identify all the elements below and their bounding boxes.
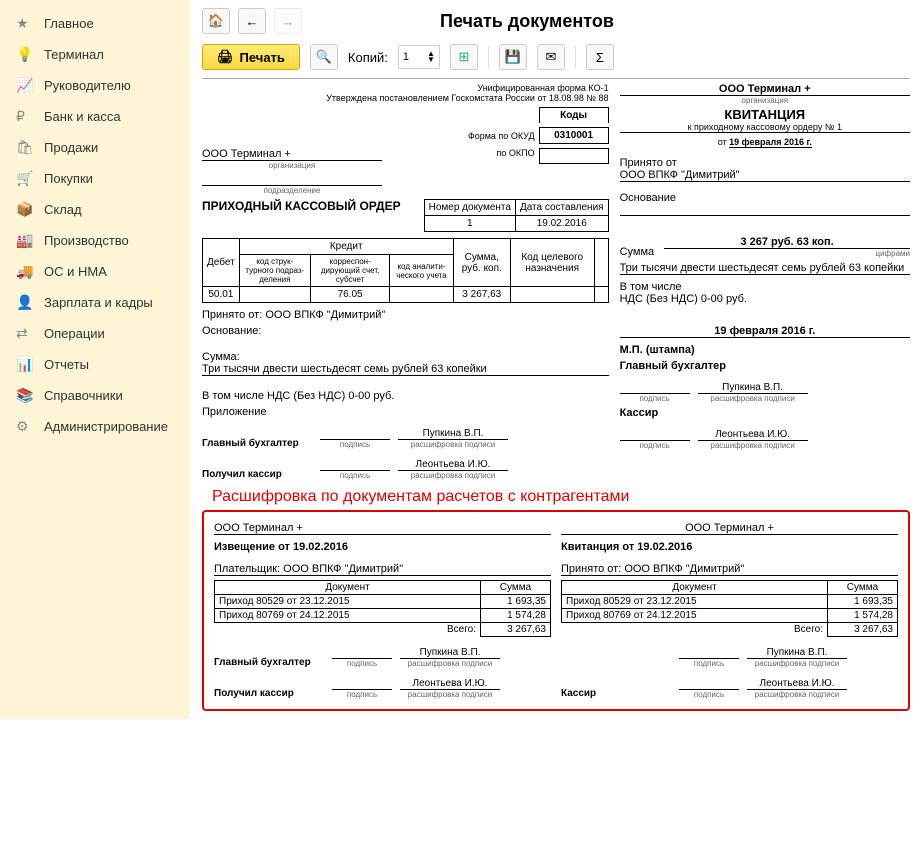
print-button[interactable]: 🖨Печать xyxy=(202,44,300,70)
sidebar-icon: ★ xyxy=(16,15,34,32)
detail-right: ООО Терминал + Квитанция от 19.02.2016 П… xyxy=(561,522,898,699)
sidebar-icon: 🛍 xyxy=(16,139,34,156)
sidebar-label: Зарплата и кадры xyxy=(44,295,153,310)
sidebar-item[interactable]: 🏭 Производство xyxy=(0,225,190,256)
receipt: ООО Терминал + организация КВИТАНЦИЯ к п… xyxy=(613,83,910,480)
preview-button[interactable]: 🔍 xyxy=(310,44,338,70)
sidebar-icon: 📈 xyxy=(16,77,34,94)
sidebar-icon: ⚙ xyxy=(16,418,34,435)
sidebar-icon: 💡 xyxy=(16,46,34,63)
sidebar-item[interactable]: 🛍 Продажи xyxy=(0,132,190,163)
sidebar-label: Склад xyxy=(44,202,82,217)
sum-button[interactable]: Σ xyxy=(586,44,614,70)
sidebar-label: ОС и НМА xyxy=(44,264,107,279)
toolbar-print: 🖨Печать 🔍 Копий: 1▲▼ ⊞ 💾 ✉ Σ xyxy=(202,44,910,70)
sidebar-label: Администрирование xyxy=(44,419,168,434)
sidebar-label: Руководителю xyxy=(44,78,131,93)
sidebar-label: Банк и касса xyxy=(44,109,121,124)
page-title: Печать документов xyxy=(440,11,614,32)
sidebar-item[interactable]: 📦 Склад xyxy=(0,194,190,225)
sidebar-label: Операции xyxy=(44,326,105,341)
sidebar-item[interactable]: 🛒 Покупки xyxy=(0,163,190,194)
sidebar-item[interactable]: 💡 Терминал xyxy=(0,39,190,70)
forward-button[interactable]: → xyxy=(274,8,302,34)
sidebar-label: Справочники xyxy=(44,388,123,403)
copies-label: Копий: xyxy=(348,50,388,65)
back-button[interactable]: ← xyxy=(238,8,266,34)
sidebar-item[interactable]: ★ Главное xyxy=(0,8,190,39)
copies-spinner[interactable]: 1▲▼ xyxy=(398,45,440,69)
sidebar-item[interactable]: ⚙ Администрирование xyxy=(0,411,190,442)
toolbar-nav: 🏠 ← → Печать документов xyxy=(202,8,910,34)
email-button[interactable]: ✉ xyxy=(537,44,565,70)
sidebar-icon: 🚚 xyxy=(16,263,34,280)
sidebar-item[interactable]: 📊 Отчеты xyxy=(0,349,190,380)
sidebar-icon: 🏭 xyxy=(16,232,34,249)
sidebar-item[interactable]: 🚚 ОС и НМА xyxy=(0,256,190,287)
sidebar-item[interactable]: 📈 Руководителю xyxy=(0,70,190,101)
sidebar-icon: ₽ xyxy=(16,108,34,125)
sidebar: ★ Главное 💡 Терминал 📈 Руководителю ₽ Банк и ка… xyxy=(0,0,190,719)
sidebar-icon: 📦 xyxy=(16,201,34,218)
sidebar-icon: 📚 xyxy=(16,387,34,404)
sidebar-icon: 👤 xyxy=(16,294,34,311)
save-button[interactable]: 💾 xyxy=(499,44,527,70)
sidebar-label: Продажи xyxy=(44,140,98,155)
detail-box: ООО Терминал + Извещение от 19.02.2016 П… xyxy=(202,510,910,711)
settings-button[interactable]: ⊞ xyxy=(450,44,478,70)
callout-label: Расшифровка по документам расчетов с кон… xyxy=(212,488,910,506)
sidebar-icon: 📊 xyxy=(16,356,34,373)
detail-left: ООО Терминал + Извещение от 19.02.2016 П… xyxy=(214,522,551,699)
sidebar-icon: 🛒 xyxy=(16,170,34,187)
document-preview: Унифицированная форма КО-1 Утверждена по… xyxy=(202,78,910,480)
home-button[interactable]: 🏠 xyxy=(202,8,230,34)
sidebar-item[interactable]: ⇄ Операции xyxy=(0,318,190,349)
sidebar-item[interactable]: 👤 Зарплата и кадры xyxy=(0,287,190,318)
sidebar-label: Производство xyxy=(44,233,129,248)
sidebar-label: Отчеты xyxy=(44,357,89,372)
sidebar-label: Терминал xyxy=(44,47,104,62)
sidebar-item[interactable]: 📚 Справочники xyxy=(0,380,190,411)
sidebar-icon: ⇄ xyxy=(16,325,34,342)
sidebar-label: Главное xyxy=(44,16,94,31)
main-content: 🏠 ← → Печать документов 🖨Печать 🔍 Копий:… xyxy=(190,0,922,719)
sidebar-item[interactable]: ₽ Банк и касса xyxy=(0,101,190,132)
print-icon: 🖨 xyxy=(217,49,234,65)
sidebar-label: Покупки xyxy=(44,171,93,186)
cash-order: Унифицированная форма КО-1 Утверждена по… xyxy=(202,83,609,480)
